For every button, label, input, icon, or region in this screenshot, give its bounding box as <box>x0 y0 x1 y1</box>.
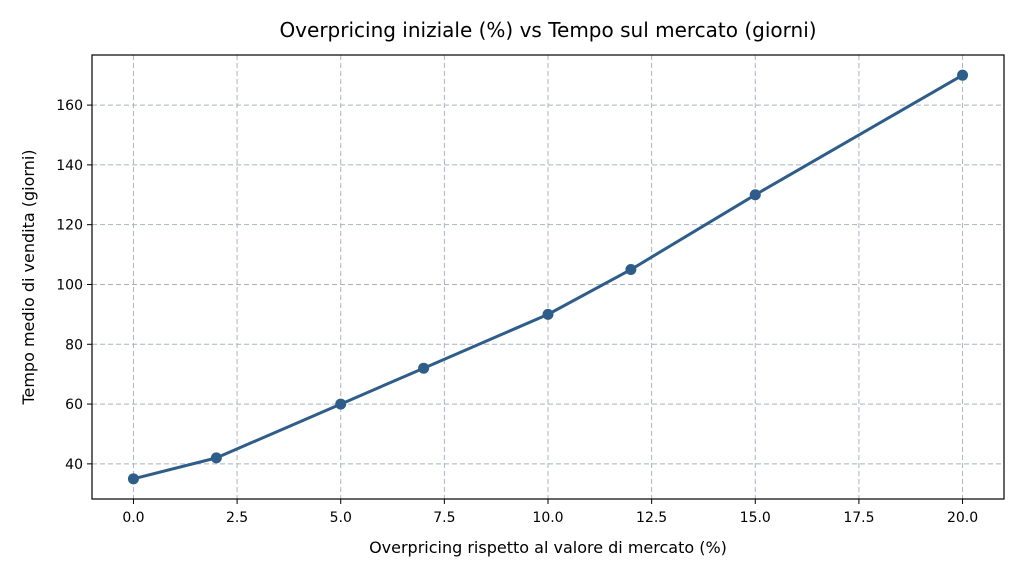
y-tick-label: 160 <box>56 98 83 114</box>
data-point <box>625 264 637 276</box>
y-tick-label: 140 <box>56 158 83 174</box>
y-tick-label: 100 <box>56 277 83 293</box>
x-tick-label: 12.5 <box>636 510 667 526</box>
data-point <box>542 308 554 320</box>
x-tick-label: 17.5 <box>843 510 874 526</box>
y-tick-label: 80 <box>65 337 83 353</box>
y-tick-label: 60 <box>65 397 83 413</box>
x-tick-label: 20.0 <box>947 510 978 526</box>
series-layer <box>127 69 969 485</box>
chart-title: Overpricing iniziale (%) vs Tempo sul me… <box>279 18 816 42</box>
data-point <box>127 473 139 485</box>
x-axis-label: Overpricing rispetto al valore di mercat… <box>369 538 727 557</box>
data-point <box>418 362 430 374</box>
x-tick-label: 5.0 <box>330 510 352 526</box>
x-tick-label: 2.5 <box>226 510 248 526</box>
series-line <box>133 73 964 481</box>
x-tick-label: 10.0 <box>532 510 563 526</box>
y-axis-label: Tempo medio di vendita (giorni) <box>19 149 38 405</box>
x-tick-label: 7.5 <box>433 510 455 526</box>
x-tick-label: 0.0 <box>122 510 144 526</box>
x-tick-label: 15.0 <box>740 510 771 526</box>
y-tick-label: 40 <box>65 457 83 473</box>
ticks-layer: 0.0 2.5 5.0 7.5 10.0 12.5 15.0 17.5 20.0 40 60 80 10… <box>56 98 978 526</box>
y-tick-label: 120 <box>56 218 83 234</box>
data-point <box>749 189 761 201</box>
data-point <box>210 452 222 464</box>
grid-layer <box>92 55 1004 499</box>
data-point <box>957 69 969 81</box>
data-point <box>335 398 347 410</box>
